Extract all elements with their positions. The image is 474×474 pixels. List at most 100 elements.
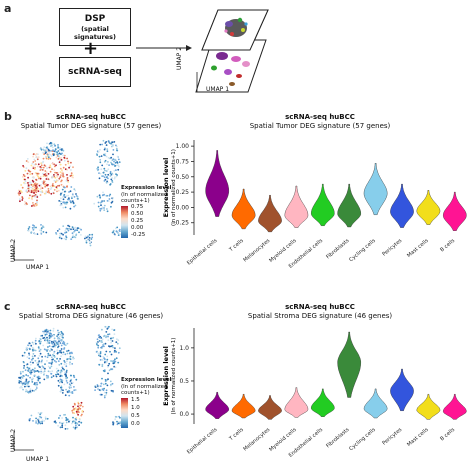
umap-cell xyxy=(74,422,77,425)
umap-cell xyxy=(42,149,45,151)
cb-tick: 0.75 xyxy=(131,204,144,210)
umap-cell xyxy=(99,159,102,161)
umap-cell xyxy=(31,355,34,358)
umap-cell xyxy=(41,422,44,425)
umap-cell xyxy=(69,361,71,364)
umap-cell xyxy=(33,233,36,235)
umap-cell xyxy=(31,368,34,371)
arrow-head-icon xyxy=(186,45,192,51)
umap-cell xyxy=(32,176,35,178)
umap-cell xyxy=(28,181,31,184)
umap-cell xyxy=(66,352,69,355)
umap-cell xyxy=(40,340,42,343)
umap-cell xyxy=(52,345,55,348)
umap-cell xyxy=(32,343,35,346)
umap-cell xyxy=(35,185,38,188)
umap-cell xyxy=(106,328,109,330)
umap-cell xyxy=(111,172,114,175)
umap-cell xyxy=(41,419,44,422)
umap-cell xyxy=(30,189,33,192)
umap-cell xyxy=(44,333,47,336)
umap-cell xyxy=(37,156,40,158)
umap-cell xyxy=(30,231,33,233)
umap-cell xyxy=(111,177,113,179)
umap-cell xyxy=(18,381,21,384)
cb-tick: 0.0 xyxy=(131,421,140,427)
umap-cell xyxy=(97,201,100,204)
umap-cell xyxy=(48,332,51,335)
umap-cell xyxy=(42,344,45,347)
umap-cell xyxy=(69,358,72,361)
violin-5 xyxy=(310,183,335,226)
umap-cell xyxy=(80,421,83,424)
umap-cell xyxy=(106,355,109,358)
umap-cell xyxy=(57,341,59,344)
umap-cell xyxy=(115,169,117,171)
umap-cell xyxy=(53,143,56,146)
umap-cell xyxy=(71,232,74,235)
umap-cell xyxy=(40,370,42,373)
umap-cell xyxy=(36,370,39,372)
umap-cell xyxy=(59,358,61,360)
x-tick-label: B cells xyxy=(439,427,456,443)
umap-cell xyxy=(42,366,45,369)
umap-cell xyxy=(67,194,69,197)
violin-9 xyxy=(416,190,441,225)
umap-cell xyxy=(69,351,71,354)
umap-cell xyxy=(48,339,51,342)
umap-cell xyxy=(117,339,120,342)
umap-cell xyxy=(49,185,52,188)
umap-cell xyxy=(44,152,47,155)
umap-cell xyxy=(117,168,120,171)
umap-cell xyxy=(89,241,92,244)
umap-cell xyxy=(68,166,70,169)
panel-c-umap-y: UMAP 2 xyxy=(10,428,17,452)
umap-cell xyxy=(60,355,62,358)
umap-cell xyxy=(40,186,42,188)
umap-cell xyxy=(115,227,117,230)
umap-cell xyxy=(65,231,68,234)
umap-cell xyxy=(49,170,52,173)
y-axis-label-2: (ln of normalized counts+1) xyxy=(171,149,177,226)
umap-cell xyxy=(19,372,22,375)
umap-cell xyxy=(30,164,33,167)
umap-cell xyxy=(97,150,100,153)
umap-cell xyxy=(106,175,108,178)
umap-cell xyxy=(55,361,57,363)
umap-cell xyxy=(68,225,71,228)
umap-cell xyxy=(68,394,71,397)
umap-cell xyxy=(104,325,107,328)
y-tick-label: 1.0 xyxy=(179,345,189,352)
umap-cell xyxy=(112,422,115,425)
panel-b-violin-subtitle: Spatial Tumor DEG signature (57 genes) xyxy=(249,122,391,130)
umap-cell xyxy=(110,337,113,340)
umap-cell xyxy=(113,177,116,180)
umap-cell xyxy=(66,427,69,430)
umap-cell xyxy=(110,161,112,164)
umap-cell xyxy=(25,348,27,351)
umap-cell xyxy=(44,363,46,365)
umap-cell xyxy=(57,369,60,372)
umap-cell xyxy=(72,374,75,377)
umap-cell xyxy=(116,149,118,152)
umap-cell xyxy=(107,173,110,176)
umap-cell xyxy=(46,417,49,420)
umap-cell xyxy=(57,424,59,427)
umap-cell xyxy=(34,160,37,162)
panel-b-colorbar-ticks: 0.75 0.50 0.25 0.00 -0.25 xyxy=(131,204,145,239)
x-tick-label: T cells xyxy=(228,427,245,443)
umap-cell xyxy=(60,192,62,195)
umap-cell xyxy=(99,201,102,204)
umap-cell xyxy=(64,344,67,346)
umap-cell xyxy=(38,418,40,420)
umap-cell xyxy=(108,194,111,197)
umap-cell xyxy=(97,344,100,347)
violin-5 xyxy=(311,388,335,417)
umap-cell xyxy=(70,169,72,171)
umap-cell xyxy=(99,352,102,355)
umap-cell xyxy=(46,336,48,339)
umap-cell xyxy=(70,172,73,175)
umap-cell xyxy=(43,183,45,186)
umap-cell xyxy=(66,157,68,160)
umap-cell xyxy=(22,361,25,363)
